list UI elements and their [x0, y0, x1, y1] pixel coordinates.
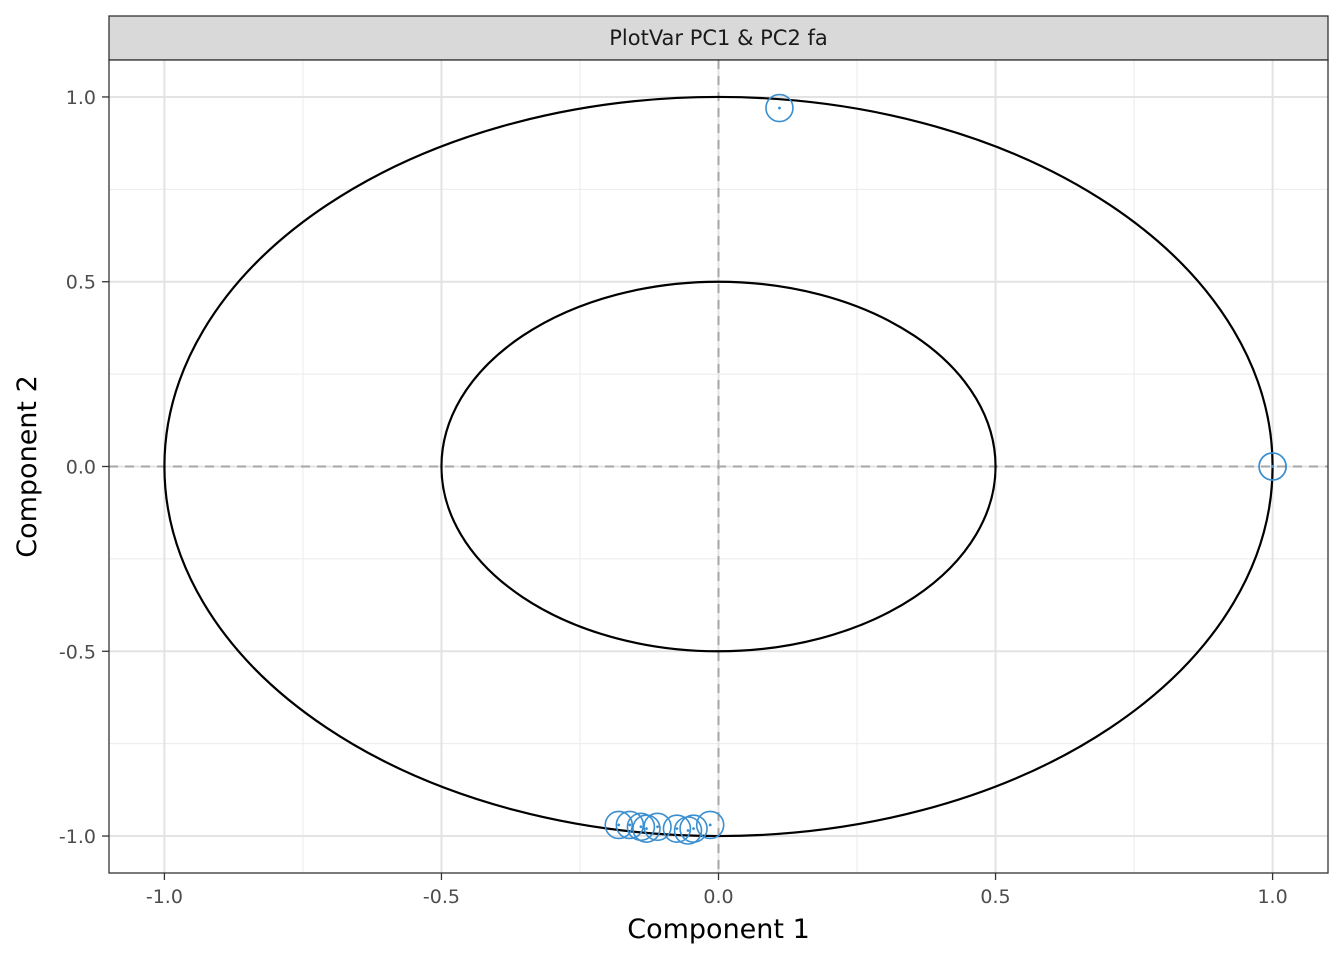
x-tick-label: 0.0 [703, 886, 733, 908]
panel-title: PlotVar PC1 & PC2 fa [609, 26, 828, 50]
data-point [643, 812, 672, 842]
x-axis-title: Component 1 [627, 914, 810, 945]
x-tick-label: 1.0 [1257, 886, 1287, 908]
point-center [778, 106, 781, 110]
point-center [645, 827, 648, 831]
point-center [639, 825, 643, 829]
inner-circle [440, 280, 997, 653]
data-point [1258, 452, 1287, 481]
point-ring [765, 93, 794, 123]
y-axis: -1.0 -0.5 0.0 0.5 1.0 [59, 87, 109, 848]
x-axis: -1.0 -0.5 0.0 0.5 1.0 [146, 873, 1288, 908]
point-center [686, 829, 690, 832]
point-ring [662, 814, 692, 843]
y-tick-label: 0.5 [66, 272, 96, 294]
point-center [628, 823, 632, 827]
data-point [765, 93, 794, 123]
point-ring [679, 814, 708, 843]
facet-strip [108, 15, 1329, 61]
point-center [708, 823, 712, 827]
x-tick-label: -0.5 [423, 886, 460, 908]
point-ring [1258, 452, 1287, 481]
data-point [679, 814, 708, 843]
point-center [1271, 465, 1274, 468]
y-tick-label: 1.0 [66, 87, 96, 109]
data-point [615, 810, 645, 840]
y-tick-label: -0.5 [59, 641, 96, 663]
x-tick-label: -1.0 [146, 886, 183, 908]
x-tick-label: 0.5 [980, 886, 1010, 908]
point-center [675, 827, 679, 831]
point-ring [632, 814, 661, 843]
data-point [632, 814, 661, 843]
data-point [604, 810, 634, 840]
point-center [617, 823, 621, 827]
data-point [695, 810, 725, 840]
y-axis-title: Component 2 [12, 375, 43, 558]
point-center [692, 827, 695, 831]
point-ring [695, 810, 725, 840]
point-ring [643, 812, 672, 842]
data-point [662, 814, 692, 843]
reference-lines [109, 60, 1328, 873]
point-center [656, 825, 659, 829]
y-tick-label: 0.0 [66, 457, 96, 479]
y-tick-label: -1.0 [59, 826, 96, 848]
point-ring [604, 810, 634, 840]
point-ring [615, 810, 645, 840]
data-points [604, 93, 1287, 845]
